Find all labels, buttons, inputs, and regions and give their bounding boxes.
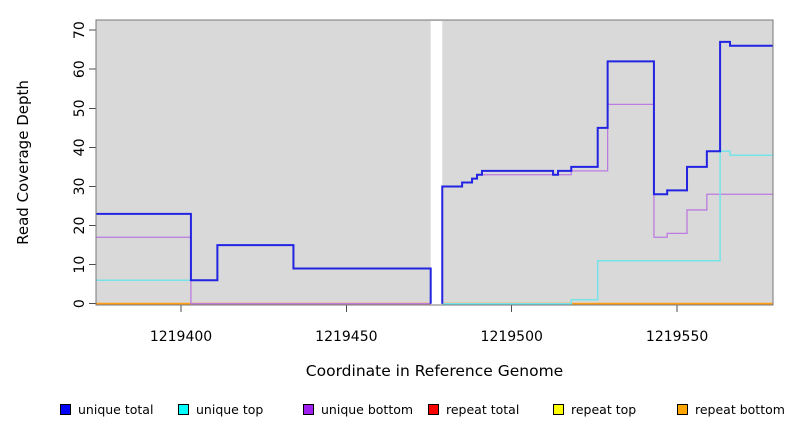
y-tick-label: 40 — [72, 138, 88, 156]
series-line-unique-total — [96, 212, 432, 304]
x-tick-label: 1219550 — [646, 329, 708, 345]
plot-border — [95, 19, 774, 306]
legend-label: repeat total — [446, 401, 520, 417]
legend: unique total unique top unique bottom repea… — [0, 396, 792, 422]
legend-swatch — [178, 403, 189, 415]
legend-label: repeat top — [571, 401, 637, 417]
y-tick-label: 50 — [72, 99, 88, 117]
legend-item-unique-top: unique top — [178, 396, 263, 422]
y-tick-label: 30 — [72, 178, 88, 196]
y-tick-label: 20 — [72, 217, 88, 235]
legend-label: unique bottom — [321, 401, 414, 417]
legend-swatch — [677, 403, 688, 415]
legend-swatch — [553, 403, 564, 415]
series-line-unique-top — [442, 150, 773, 305]
legend-item-repeat-total: repeat total — [428, 396, 519, 422]
x-tick-label: 1219450 — [315, 329, 377, 345]
series-line-unique-total — [441, 40, 773, 304]
x-tick-label: 1219500 — [481, 329, 543, 345]
y-axis-title: Read Coverage Depth — [14, 80, 32, 245]
legend-item-unique-bottom: unique bottom — [303, 396, 413, 422]
legend-item-repeat-bottom: repeat bottom — [677, 396, 785, 422]
legend-label: unique top — [196, 401, 264, 417]
no-data-gap — [430, 21, 443, 305]
legend-label: unique total — [78, 401, 154, 417]
y-tick-label: 70 — [72, 21, 88, 39]
legend-swatch — [60, 403, 71, 415]
y-tick-label: 0 — [72, 299, 88, 308]
legend-item-unique-total: unique total — [60, 396, 153, 422]
legend-swatch — [428, 403, 439, 415]
y-tick-label: 10 — [72, 256, 88, 274]
legend-label: repeat bottom — [695, 401, 785, 417]
x-tick-label: 1219400 — [150, 329, 212, 345]
y-tick-label: 60 — [72, 60, 88, 78]
x-axis-title: Coordinate in Reference Genome — [306, 362, 563, 380]
legend-item-repeat-top: repeat top — [553, 396, 636, 422]
legend-swatch — [303, 403, 314, 415]
